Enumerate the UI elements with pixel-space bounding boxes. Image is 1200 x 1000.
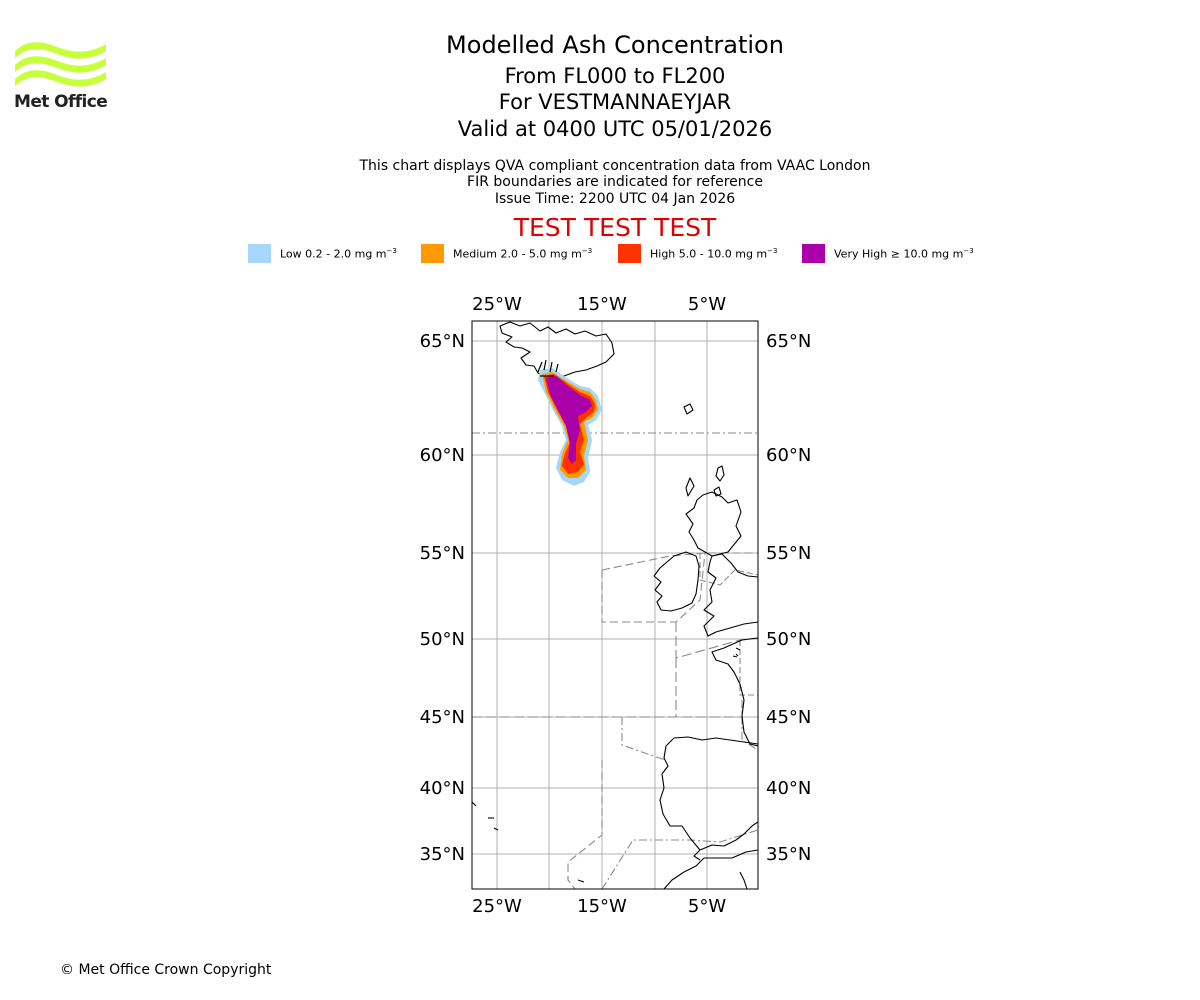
legend-swatch-very-high <box>802 244 825 263</box>
lon-label-bottom-15w: 15°W <box>577 896 627 917</box>
lat-label-left-35n: 35°N <box>420 844 465 865</box>
valid-time: Valid at 0400 UTC 05/01/2026 <box>457 117 773 141</box>
lon-label-bottom-25w: 25°W <box>472 896 522 917</box>
lat-label-right-45n: 45°N <box>766 707 811 728</box>
lat-label-left-50n: 50°N <box>420 629 465 650</box>
qva-note: This chart displays QVA compliant concen… <box>359 158 871 174</box>
lon-label-top-25w: 25°W <box>472 294 522 315</box>
volcano-name: For VESTMANNAEYJAR <box>498 90 732 114</box>
met-office-logo <box>15 42 106 87</box>
legend-label-medium: Medium 2.0 - 5.0 mg m−3 <box>453 246 593 261</box>
ash-plume <box>538 368 602 486</box>
faroes-coast <box>683 403 694 415</box>
logo-wordmark: Met Office <box>14 92 108 112</box>
lat-label-left-60n: 60°N <box>420 445 465 466</box>
legend-item-very-high: Very High ≥ 10.0 mg m−3 <box>802 244 974 263</box>
scotland-coast <box>685 491 742 557</box>
fir-note: FIR boundaries are indicated for referen… <box>467 174 763 190</box>
legend-swatch-high <box>618 244 641 263</box>
copyright-notice: © Met Office Crown Copyright <box>60 962 272 978</box>
legend-label-very-high: Very High ≥ 10.0 mg m−3 <box>834 246 974 261</box>
lat-label-right-50n: 50°N <box>766 629 811 650</box>
issue-time: Issue Time: 2200 UTC 04 Jan 2026 <box>494 191 736 207</box>
fir-boundaries <box>472 432 758 889</box>
lat-label-right-65n: 65°N <box>766 331 811 352</box>
lat-label-right-35n: 35°N <box>766 844 811 865</box>
legend-item-low: Low 0.2 - 2.0 mg m−3 <box>248 244 397 263</box>
lon-label-top-5w: 5°W <box>688 294 726 315</box>
legend-item-medium: Medium 2.0 - 5.0 mg m−3 <box>421 244 592 263</box>
lat-label-left-40n: 40°N <box>420 778 465 799</box>
shetland-coast <box>715 465 725 482</box>
legend-item-high: High 5.0 - 10.0 mg m−3 <box>618 244 777 263</box>
legend-label-high: High 5.0 - 10.0 mg m−3 <box>650 246 778 261</box>
legend-swatch-medium <box>421 244 444 263</box>
iberia-coast <box>659 736 758 851</box>
lat-label-right-55n: 55°N <box>766 543 811 564</box>
france-coast <box>711 637 758 747</box>
lat-label-right-40n: 40°N <box>766 778 811 799</box>
england-coast <box>703 553 758 637</box>
ash-very-high-area <box>546 376 592 464</box>
lon-label-bottom-5w: 5°W <box>688 896 726 917</box>
iceland-coast <box>499 321 615 379</box>
legend-swatch-low <box>248 244 271 263</box>
test-banner: TEST TEST TEST <box>513 213 717 242</box>
chart-title: Modelled Ash Concentration <box>446 31 784 59</box>
legend-label-low: Low 0.2 - 2.0 mg m−3 <box>280 246 397 261</box>
coastlines <box>472 321 758 889</box>
lat-label-right-60n: 60°N <box>766 445 811 466</box>
lon-label-top-15w: 15°W <box>577 294 627 315</box>
lat-label-left-65n: 65°N <box>420 331 465 352</box>
africa-coast <box>663 849 758 889</box>
volcano-marker <box>537 359 559 377</box>
lat-label-left-45n: 45°N <box>420 707 465 728</box>
lat-label-left-55n: 55°N <box>420 543 465 564</box>
graticule <box>472 321 758 889</box>
ireland-coast <box>653 551 700 612</box>
map-frame <box>471 320 759 890</box>
flight-levels: From FL000 to FL200 <box>504 64 726 88</box>
